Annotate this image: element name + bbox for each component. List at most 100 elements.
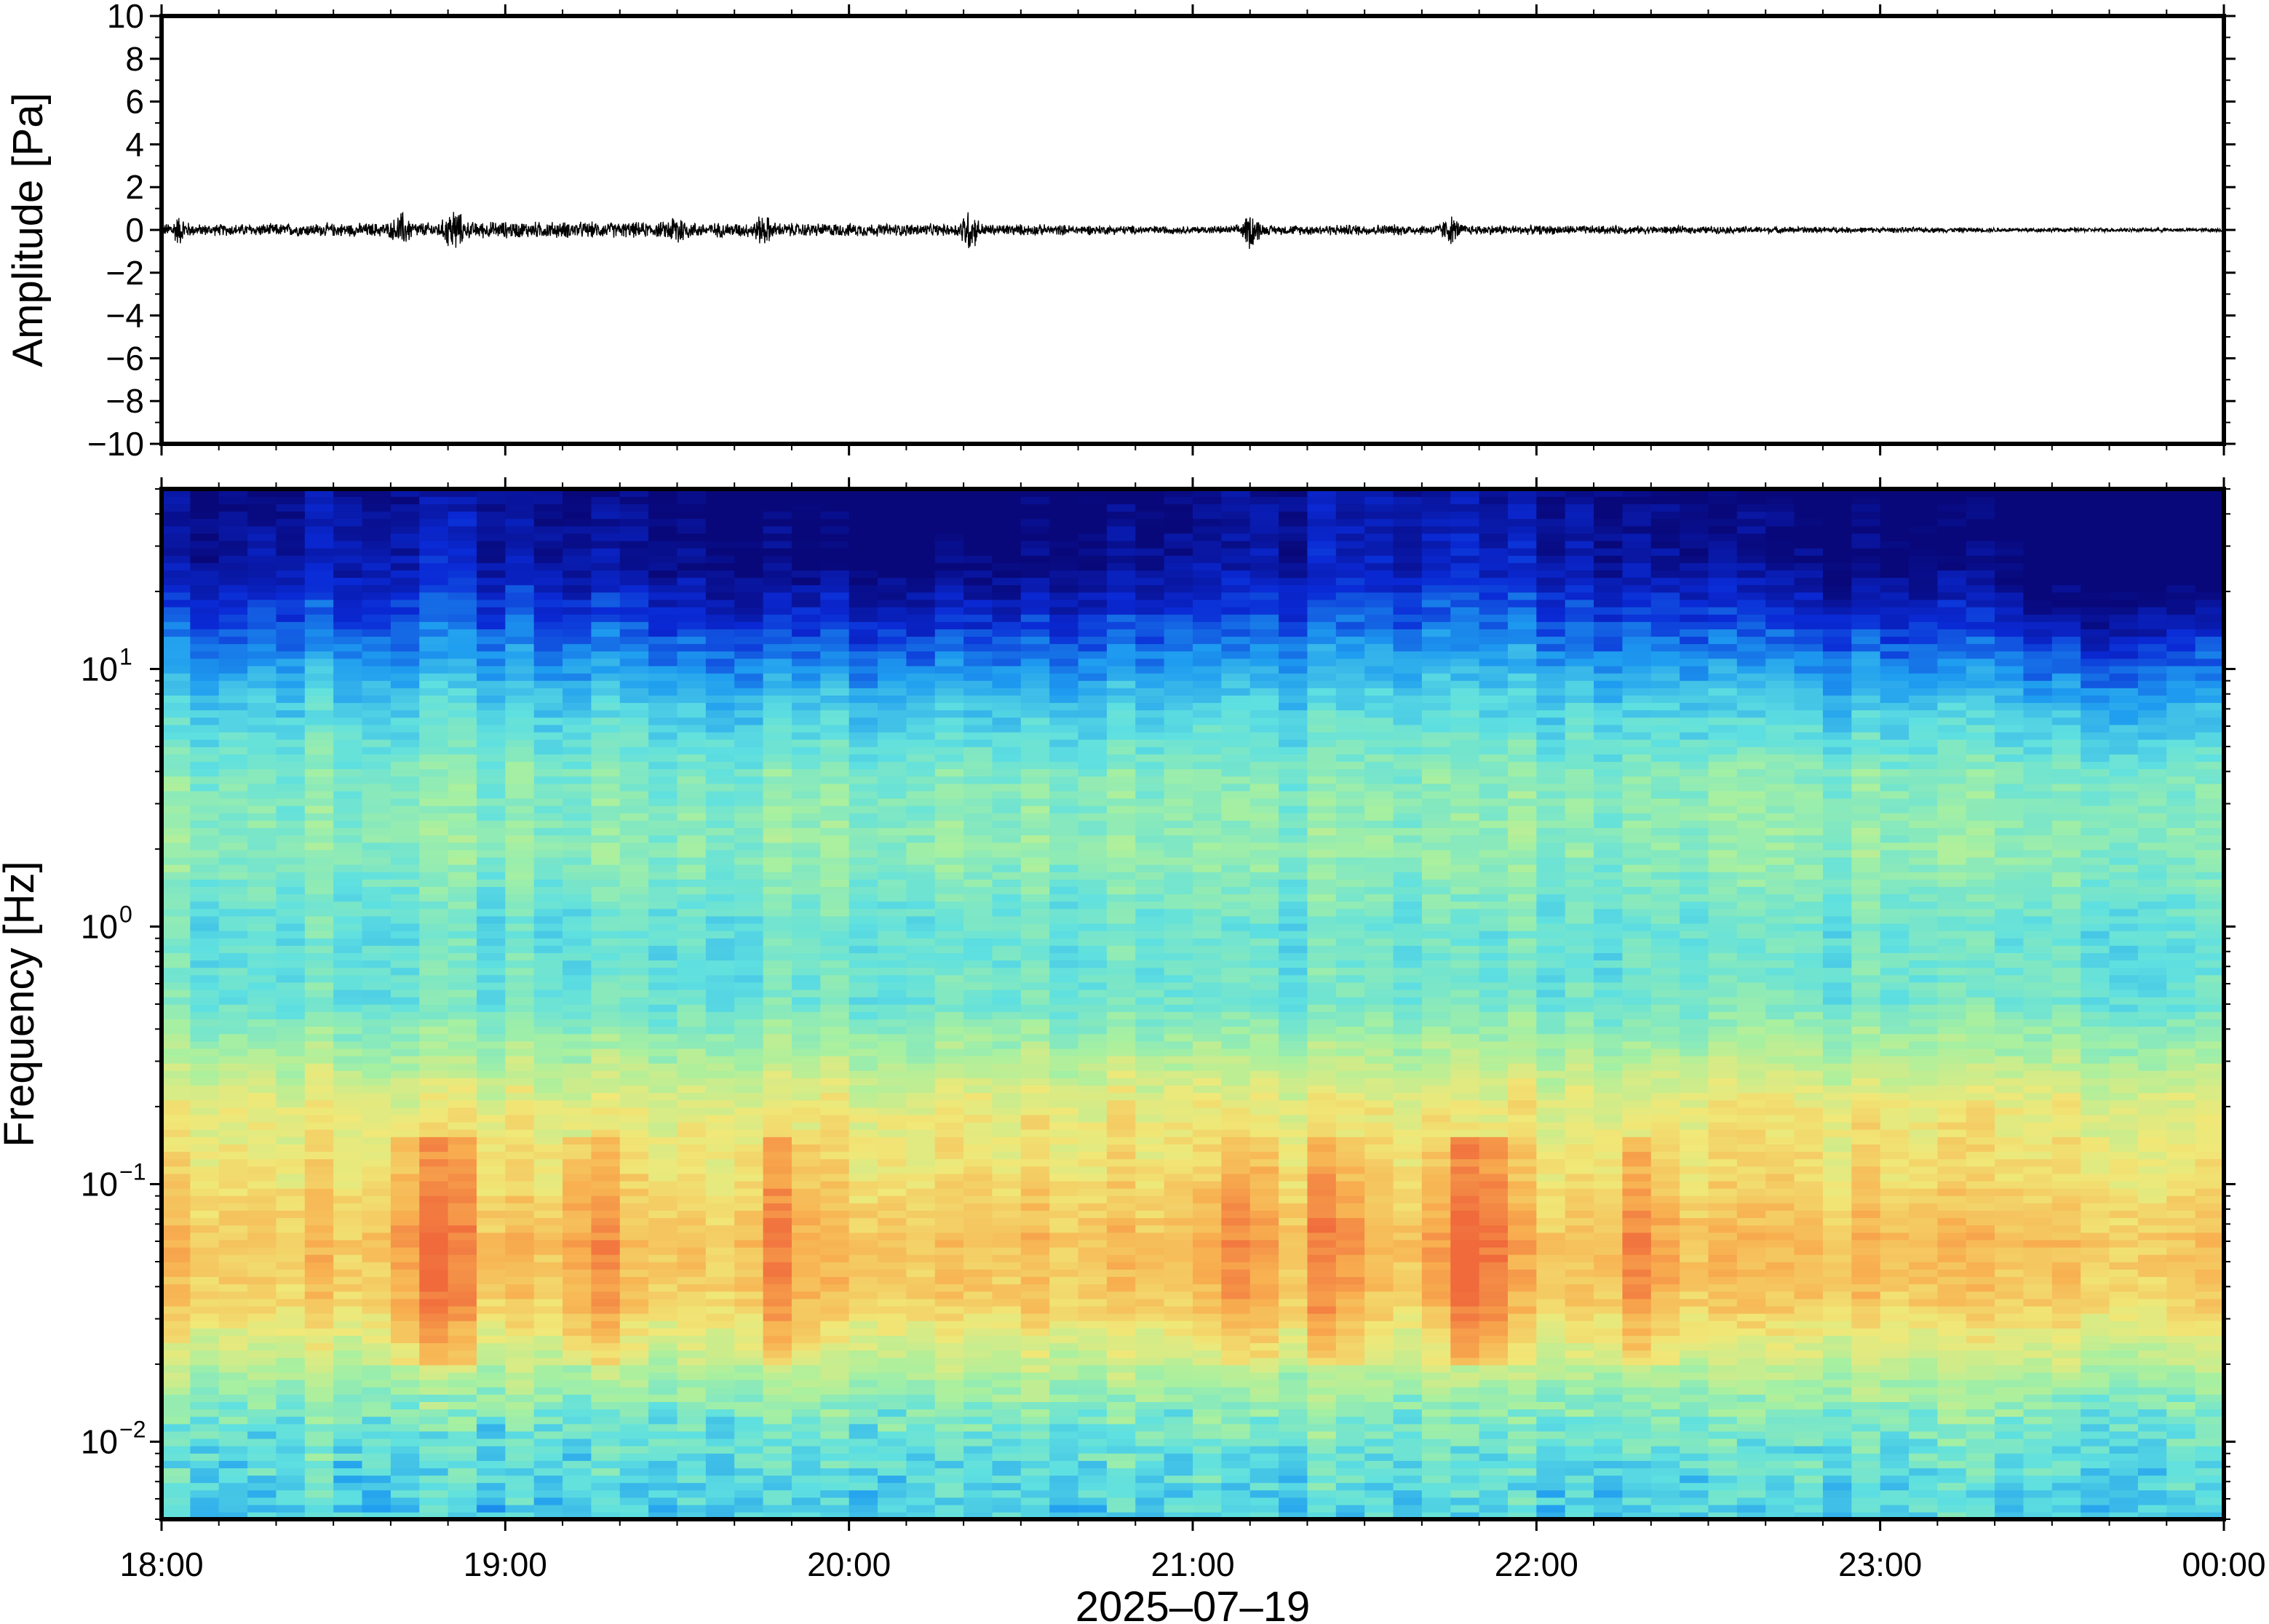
spectrogram-cell xyxy=(362,1195,392,1203)
spectrogram-cell xyxy=(963,658,993,666)
spectrogram-cell xyxy=(276,688,306,696)
spectrogram-cell xyxy=(1106,813,1137,821)
spectrogram-cell xyxy=(963,1121,993,1130)
spectrogram-cell xyxy=(362,1107,392,1115)
spectrogram-cell xyxy=(849,842,878,851)
spectrogram-cell xyxy=(963,1040,993,1049)
spectrogram-cell xyxy=(419,747,449,755)
spectrogram-cell xyxy=(448,1121,477,1130)
spectrogram-cell xyxy=(190,952,220,961)
spectrogram-cell xyxy=(705,989,736,998)
spectrogram-cell xyxy=(705,1099,736,1108)
spectrogram-cell xyxy=(190,1372,220,1380)
spectrogram-cell xyxy=(878,754,907,763)
spectrogram-cell xyxy=(734,1137,764,1145)
spectrogram-cell xyxy=(878,1078,907,1086)
spectrogram-cell xyxy=(1049,1364,1079,1373)
spectrogram-cell xyxy=(563,643,592,652)
spectrogram-cell xyxy=(1078,1239,1108,1248)
spectrogram-cell xyxy=(677,1386,707,1395)
spectrogram-cell xyxy=(849,1004,878,1012)
spectrogram-cell xyxy=(162,1416,191,1425)
spectrogram-cell xyxy=(1049,923,1079,931)
spectrogram-cell xyxy=(763,1401,792,1410)
spectrogram-cell xyxy=(1049,1489,1079,1498)
spectrogram-cell xyxy=(734,717,764,725)
spectrogram-cell xyxy=(218,1298,248,1307)
spectrogram-cell xyxy=(505,555,535,563)
spectrogram-cell xyxy=(820,776,850,784)
spectrogram-cell xyxy=(276,1004,306,1012)
spectrogram-cell xyxy=(190,636,220,645)
spectrogram-cell xyxy=(190,533,220,541)
spectrogram-cell xyxy=(619,945,649,953)
spectrogram-cell xyxy=(1078,518,1108,527)
spectrogram-cell xyxy=(1135,1489,1165,1498)
spectrogram-cell xyxy=(333,849,363,858)
spectrogram-cell xyxy=(820,982,850,990)
spectrogram-cell xyxy=(1106,1482,1137,1491)
spectrogram-cell xyxy=(419,797,449,806)
spectrogram-cell xyxy=(218,592,248,600)
spectrogram-cell xyxy=(992,1232,1022,1241)
spectrogram-cell xyxy=(849,1291,878,1299)
spectrogram-cell xyxy=(906,835,936,843)
spectrogram-cell xyxy=(1106,1195,1137,1203)
spectrogram-cell xyxy=(304,695,334,704)
spectrogram-cell xyxy=(505,1283,535,1292)
spectrogram-cell xyxy=(820,790,850,799)
spectrogram-cell xyxy=(619,658,649,666)
spectrogram-cell xyxy=(934,952,964,961)
spectrogram-cell xyxy=(333,1114,363,1123)
spectrogram-cell xyxy=(963,540,993,549)
spectrogram-cell xyxy=(677,555,707,563)
spectrogram-cell xyxy=(677,695,707,704)
spectrogram-cell xyxy=(1020,643,1050,652)
spectrogram-cell xyxy=(276,496,306,505)
spectrogram-cell xyxy=(563,1475,592,1484)
spectrogram-cell xyxy=(1020,665,1050,674)
spectrogram-cell xyxy=(963,717,993,725)
spectrogram-cell xyxy=(1078,1298,1108,1307)
spectrogram-cell xyxy=(190,1401,220,1410)
spectrogram-cell xyxy=(419,629,449,637)
spectrogram-cell xyxy=(304,1511,334,1520)
spectrogram-cell xyxy=(247,1195,277,1203)
spectrogram-cell xyxy=(791,1430,822,1439)
spectrogram-cell xyxy=(218,555,248,563)
spectrogram-cell xyxy=(791,1026,822,1035)
spectrogram-cell xyxy=(362,1416,392,1425)
spectrogram-cell xyxy=(448,930,477,939)
spectrogram-cell xyxy=(1049,1394,1079,1402)
spectrogram-cell xyxy=(906,768,936,777)
spectrogram-cell xyxy=(505,1468,535,1476)
spectrogram-cell xyxy=(362,1033,392,1042)
spectrogram-cell xyxy=(849,1070,878,1078)
spectrogram-cell xyxy=(963,1173,993,1182)
spectrogram-cell xyxy=(448,1320,477,1329)
spectrogram-cell xyxy=(963,930,993,939)
spectrogram-cell xyxy=(476,702,506,711)
spectrogram-cell xyxy=(162,1372,191,1380)
spectrogram-cell xyxy=(476,1401,506,1410)
spectrogram-cell xyxy=(218,1504,248,1513)
spectrogram-cell xyxy=(505,1357,535,1366)
spectrogram-cell xyxy=(218,1195,248,1203)
spectrogram-cell xyxy=(1106,1416,1137,1425)
spectrogram-cell xyxy=(820,974,850,983)
spectrogram-cell xyxy=(276,665,306,674)
spectrogram-cell xyxy=(563,547,592,556)
spectrogram-cell xyxy=(276,1372,306,1380)
spectrogram-cell xyxy=(934,1394,964,1402)
spectrogram-cell xyxy=(963,562,993,571)
spectrogram-cell xyxy=(362,1430,392,1439)
spectrogram-cell xyxy=(619,864,649,872)
spectrogram-cell xyxy=(390,864,421,872)
spectrogram-cell xyxy=(734,731,764,740)
spectrogram-cell xyxy=(304,776,334,784)
spectrogram-cell xyxy=(390,562,421,571)
spectrogram-cell xyxy=(533,555,563,563)
spectrogram-cell xyxy=(1078,1386,1108,1395)
spectrogram-cell xyxy=(362,982,392,990)
spectrogram-cell xyxy=(878,606,907,615)
